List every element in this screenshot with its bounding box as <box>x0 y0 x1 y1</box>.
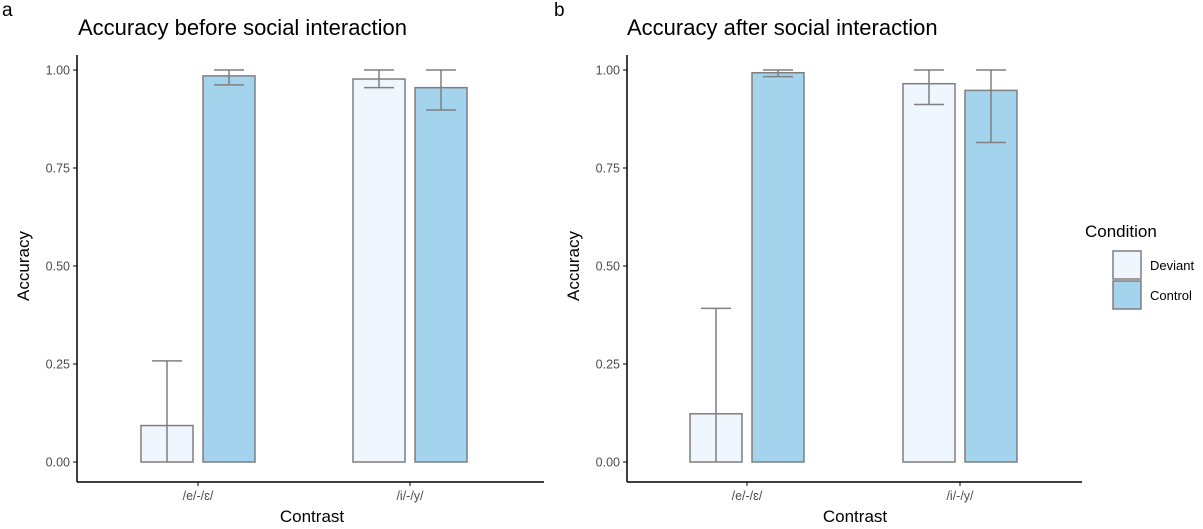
bar-deviant-1 <box>902 82 956 463</box>
y-axis-title: Accuracy <box>564 231 583 301</box>
legend-title: Condition <box>1085 222 1157 241</box>
bars-layer <box>140 69 468 463</box>
axes-layer: /e/-/ɛ/ /i/-/y/0.00 0.25 0.50 0.75 1.00 <box>596 55 1082 503</box>
y-tick-label: 0.25 <box>596 358 620 372</box>
x-tick-label: /e/-/ɛ/ <box>732 489 763 503</box>
y-axis-title: Accuracy <box>14 231 33 301</box>
bar-control-0 <box>202 75 256 463</box>
legend: Condition Deviant Control <box>1085 222 1194 310</box>
panel-letter: b <box>554 0 565 21</box>
y-tick-label: 0.00 <box>46 456 70 470</box>
bar-control-0 <box>751 71 805 463</box>
bar-deviant-1 <box>352 78 406 463</box>
y-tick-label: 1.00 <box>596 64 620 78</box>
chart-title: Accuracy after social interaction <box>627 15 938 40</box>
y-tick-label: 0.00 <box>596 456 620 470</box>
legend-swatch-deviant <box>1112 250 1142 280</box>
y-tick-label: 0.75 <box>46 162 70 176</box>
panel-a: a Accuracy before social interaction Acc… <box>2 0 544 526</box>
chart-title: Accuracy before social interaction <box>78 15 407 40</box>
x-tick-label: /e/-/ɛ/ <box>183 489 214 503</box>
panel-b: b Accuracy after social interaction Accu… <box>554 0 1082 526</box>
bar-control-1 <box>964 89 1018 463</box>
legend-label-control: Control <box>1150 288 1192 303</box>
x-tick-label: /i/-/y/ <box>396 489 424 503</box>
y-tick-label: 0.75 <box>596 162 620 176</box>
legend-swatch-control <box>1112 280 1142 310</box>
x-axis-title: Contrast <box>823 507 888 526</box>
y-tick-label: 0.25 <box>46 358 70 372</box>
x-tick-label: /i/-/y/ <box>946 489 974 503</box>
bar-control-1 <box>414 86 468 463</box>
y-tick-label: 0.50 <box>46 260 70 274</box>
y-tick-label: 0.50 <box>596 260 620 274</box>
x-axis-title: Contrast <box>280 507 345 526</box>
axes-layer: /e/-/ɛ/ /i/-/y/0.00 0.25 0.50 0.75 1.00 <box>46 55 544 503</box>
panel-letter: a <box>2 0 13 21</box>
bars-layer <box>689 69 1018 463</box>
legend-label-deviant: Deviant <box>1150 258 1194 273</box>
y-tick-label: 1.00 <box>46 64 70 78</box>
